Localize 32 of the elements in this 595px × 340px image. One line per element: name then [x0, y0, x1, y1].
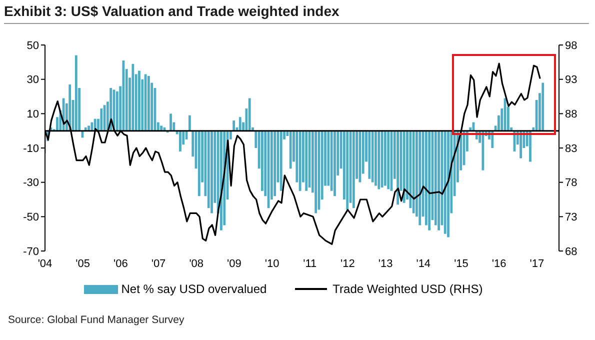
source-note: Source: Global Fund Manager Survey — [8, 314, 184, 326]
y2-tick-label: 98 — [565, 40, 578, 52]
x-tick-label: '04 — [38, 258, 52, 270]
x-tick-label: '05 — [76, 258, 90, 270]
y2-tick-label: 78 — [565, 177, 578, 190]
x-tick-label: '12 — [340, 258, 355, 270]
y2-tick-label: 73 — [565, 212, 578, 224]
x-tick-label: '15 — [454, 258, 468, 270]
x-tick-label: '07 — [151, 258, 166, 270]
x-tick-label: '16 — [492, 258, 506, 270]
x-tick-label: '14 — [416, 258, 431, 270]
legend-label: Trade Weighted USD (RHS) — [332, 282, 483, 296]
y2-tick-label: 68 — [565, 246, 578, 258]
x-tick-label: '17 — [530, 258, 544, 270]
x-tick-label: '09 — [227, 258, 242, 270]
y-tick-label: 30 — [26, 74, 39, 86]
x-tick-label: '08 — [189, 258, 204, 270]
y-tick-label: -50 — [23, 212, 39, 224]
y-tick-label: 50 — [26, 40, 39, 52]
x-tick-label: '10 — [264, 258, 280, 270]
y-tick-label: -30 — [23, 177, 39, 190]
x-tick-label: '11 — [303, 258, 317, 270]
y2-tick-label: 93 — [565, 74, 578, 86]
y2-tick-label: 88 — [565, 108, 578, 121]
y2-tick-label: 83 — [565, 142, 578, 155]
x-tick-label: '13 — [378, 258, 393, 270]
y-tick-label: 10 — [26, 108, 39, 121]
y-tick-label: -10 — [23, 142, 39, 155]
legend-label: Net % say USD overvalued — [121, 282, 267, 296]
x-tick-label: '06 — [114, 258, 128, 270]
y-tick-label: -70 — [23, 246, 39, 258]
chart-title: Exhibit 3: US$ Valuation and Trade weighted index — [4, 3, 589, 24]
